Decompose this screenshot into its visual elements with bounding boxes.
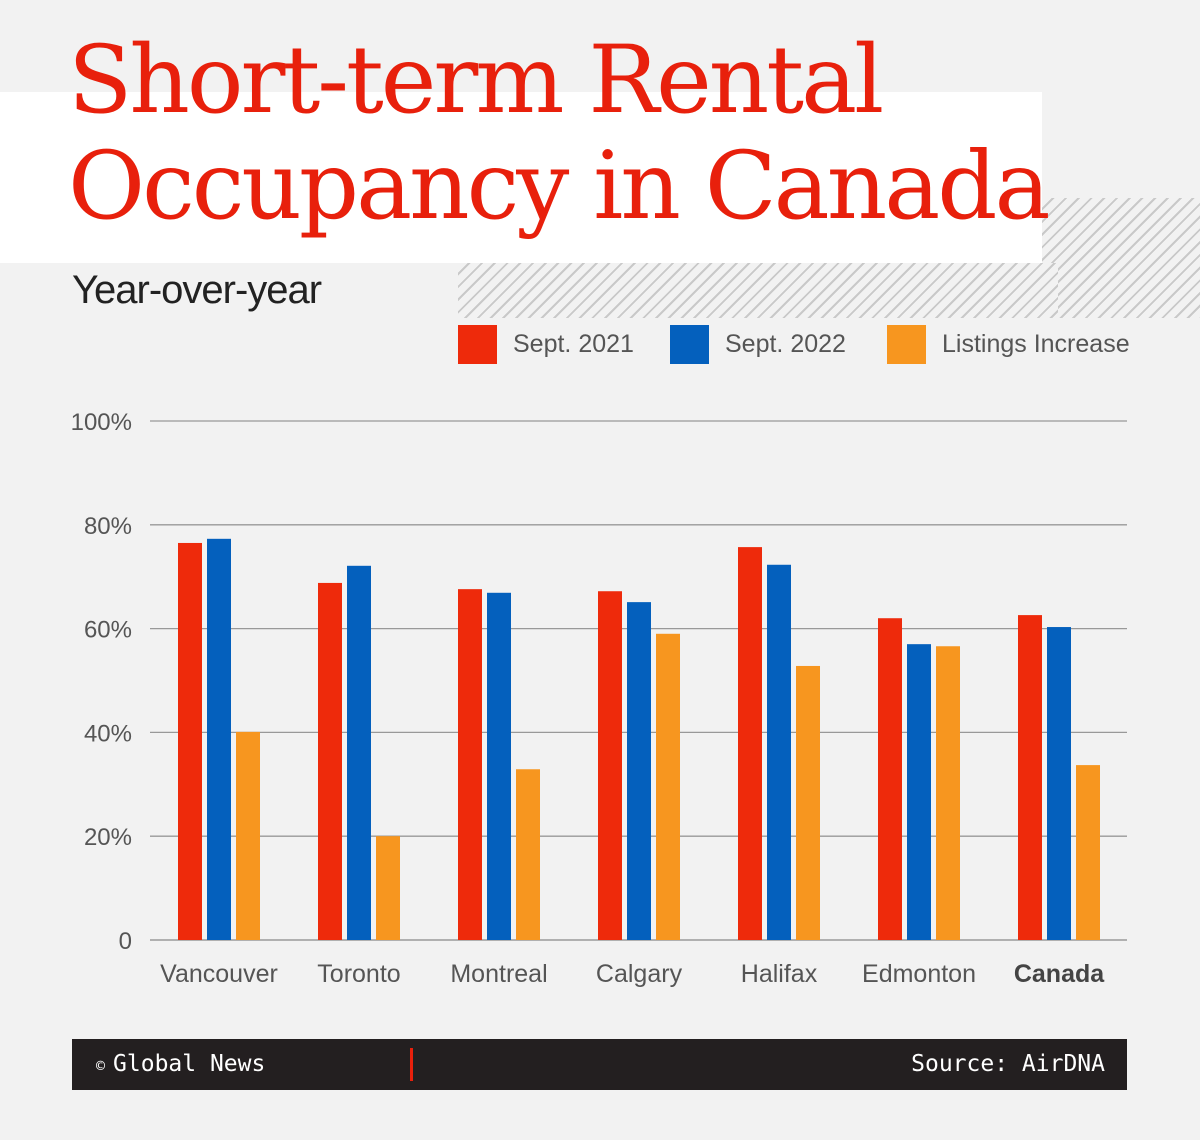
bar-halifax-0 xyxy=(738,547,762,940)
legend-sept-2022: Sept. 2022 xyxy=(670,325,846,364)
bar-calgary-2 xyxy=(656,633,680,940)
x-tick-label: Montreal xyxy=(450,960,547,988)
bar-canada-2 xyxy=(1076,765,1100,940)
bar-halifax-1 xyxy=(767,564,791,940)
bar-montreal-1 xyxy=(487,592,511,940)
x-tick-label: Toronto xyxy=(317,960,400,988)
subtitle: Year-over-year xyxy=(72,268,322,312)
bar-halifax-2 xyxy=(796,665,820,940)
y-tick-label: 40% xyxy=(84,720,132,747)
source: Source: AirDNA xyxy=(911,1051,1105,1077)
bar-canada-1 xyxy=(1047,627,1071,940)
bar-vancouver-0 xyxy=(178,542,202,940)
y-tick-label: 60% xyxy=(84,617,132,644)
bar-toronto-0 xyxy=(318,582,342,940)
bar-edmonton-1 xyxy=(907,644,931,940)
legend-sept-2021: Sept. 2021 xyxy=(458,325,634,364)
hatch-decoration xyxy=(1042,198,1200,318)
bar-vancouver-1 xyxy=(207,538,231,940)
legend-listings-increase: Listings Increase xyxy=(887,325,1130,364)
x-tick-label: Edmonton xyxy=(862,960,976,988)
x-tick-label: Calgary xyxy=(596,960,683,988)
y-tick-label: 100% xyxy=(71,409,132,436)
x-tick-label: Halifax xyxy=(741,960,818,988)
bar-edmonton-2 xyxy=(936,646,960,940)
brand: Global News xyxy=(113,1051,266,1077)
y-tick-label: 0 xyxy=(119,928,132,955)
title-box xyxy=(0,92,1042,263)
bar-montreal-0 xyxy=(458,589,482,940)
bar-calgary-1 xyxy=(627,602,651,940)
footer-divider xyxy=(410,1048,413,1081)
bar-toronto-1 xyxy=(347,565,371,940)
bar-vancouver-2 xyxy=(236,731,260,940)
y-tick-label: 20% xyxy=(84,824,132,851)
bar-edmonton-0 xyxy=(878,618,902,940)
page-title: Short-term Rental Occupancy in Canada xyxy=(68,26,1051,241)
bar-calgary-0 xyxy=(598,591,622,940)
hatch-decoration xyxy=(458,263,1058,318)
bar-montreal-2 xyxy=(516,769,540,940)
x-tick-label: Canada xyxy=(1014,960,1105,988)
x-tick-label: Vancouver xyxy=(160,960,278,988)
y-tick-label: 80% xyxy=(84,513,132,540)
footer: © Global News Source: AirDNA xyxy=(72,1039,1127,1090)
bar-canada-0 xyxy=(1018,615,1042,940)
bar-toronto-2 xyxy=(376,836,400,940)
